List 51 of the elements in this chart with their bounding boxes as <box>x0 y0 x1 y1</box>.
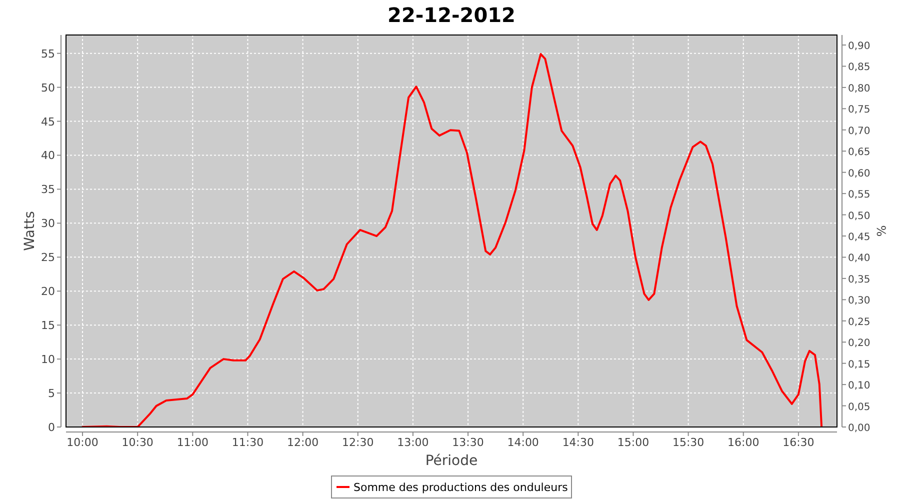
y-tick-label: 35 <box>41 183 55 196</box>
x-tick-label: 14:00 <box>507 436 539 449</box>
chart-title: 22-12-2012 <box>388 3 516 27</box>
y2-tick-label: 0,20 <box>848 338 870 350</box>
y-tick-label: 40 <box>41 149 55 162</box>
x-tick-label: 10:00 <box>66 436 98 449</box>
x-axis-title: Période <box>425 453 478 469</box>
y2-tick-label: 0,10 <box>848 380 870 392</box>
x-tick-label: 15:00 <box>617 436 650 449</box>
y2-tick-label: 0,70 <box>848 126 870 137</box>
legend-label: Somme des productions des onduleurs <box>354 481 568 494</box>
y2-axis-title: % <box>874 225 888 237</box>
y-tick-label: 20 <box>41 285 55 298</box>
x-tick-label: 16:30 <box>782 436 814 449</box>
y2-tick-label: 0,85 <box>848 62 870 74</box>
y-axis-title: Watts <box>22 211 38 251</box>
y2-tick-label: 0,60 <box>848 168 870 180</box>
y2-tick-label: 0,65 <box>848 147 870 158</box>
y-tick-label: 15 <box>41 319 55 332</box>
y2-tick-label: 0,30 <box>848 296 870 307</box>
x-tick-label: 12:00 <box>286 436 319 449</box>
y-tick-label: 5 <box>48 387 55 400</box>
y-tick-label: 50 <box>41 81 55 94</box>
x-tick-label: 10:30 <box>122 436 154 449</box>
x-tick-label: 11:00 <box>176 436 209 449</box>
line-series <box>82 53 823 427</box>
y-tick-label: 10 <box>41 353 55 366</box>
y2-tick-label: 0,05 <box>848 402 870 413</box>
x-tick-label: 13:30 <box>452 436 484 449</box>
y-tick-label: 55 <box>41 47 55 60</box>
x-tick-label: 14:30 <box>562 436 594 449</box>
y2-tick-label: 0,40 <box>848 253 870 264</box>
y2-tick-label: 0,45 <box>848 232 870 244</box>
y-tick-label: 25 <box>41 251 55 264</box>
y-tick-label: 0 <box>48 421 55 434</box>
y2-tick-label: 0,55 <box>848 190 870 201</box>
y2-tick-label: 0,80 <box>848 83 870 94</box>
y-tick-label: 30 <box>41 217 55 230</box>
y-tick-label: 45 <box>41 115 55 128</box>
y2-tick-label: 0,35 <box>848 274 870 286</box>
x-tick-label: 16:00 <box>728 436 760 449</box>
y2-tick-label: 0,25 <box>848 316 870 328</box>
x-tick-label: 15:30 <box>672 436 704 449</box>
x-tick-label: 11:30 <box>232 436 264 449</box>
y2-tick-label: 0,50 <box>848 210 870 222</box>
y2-tick-label: 0,75 <box>848 104 870 116</box>
y2-tick-label: 0,15 <box>848 359 870 370</box>
x-tick-label: 12:30 <box>342 436 374 449</box>
y2-tick-label: 0,90 <box>848 41 870 52</box>
x-tick-label: 13:00 <box>397 436 429 449</box>
y2-tick-label: 0,00 <box>848 423 870 434</box>
